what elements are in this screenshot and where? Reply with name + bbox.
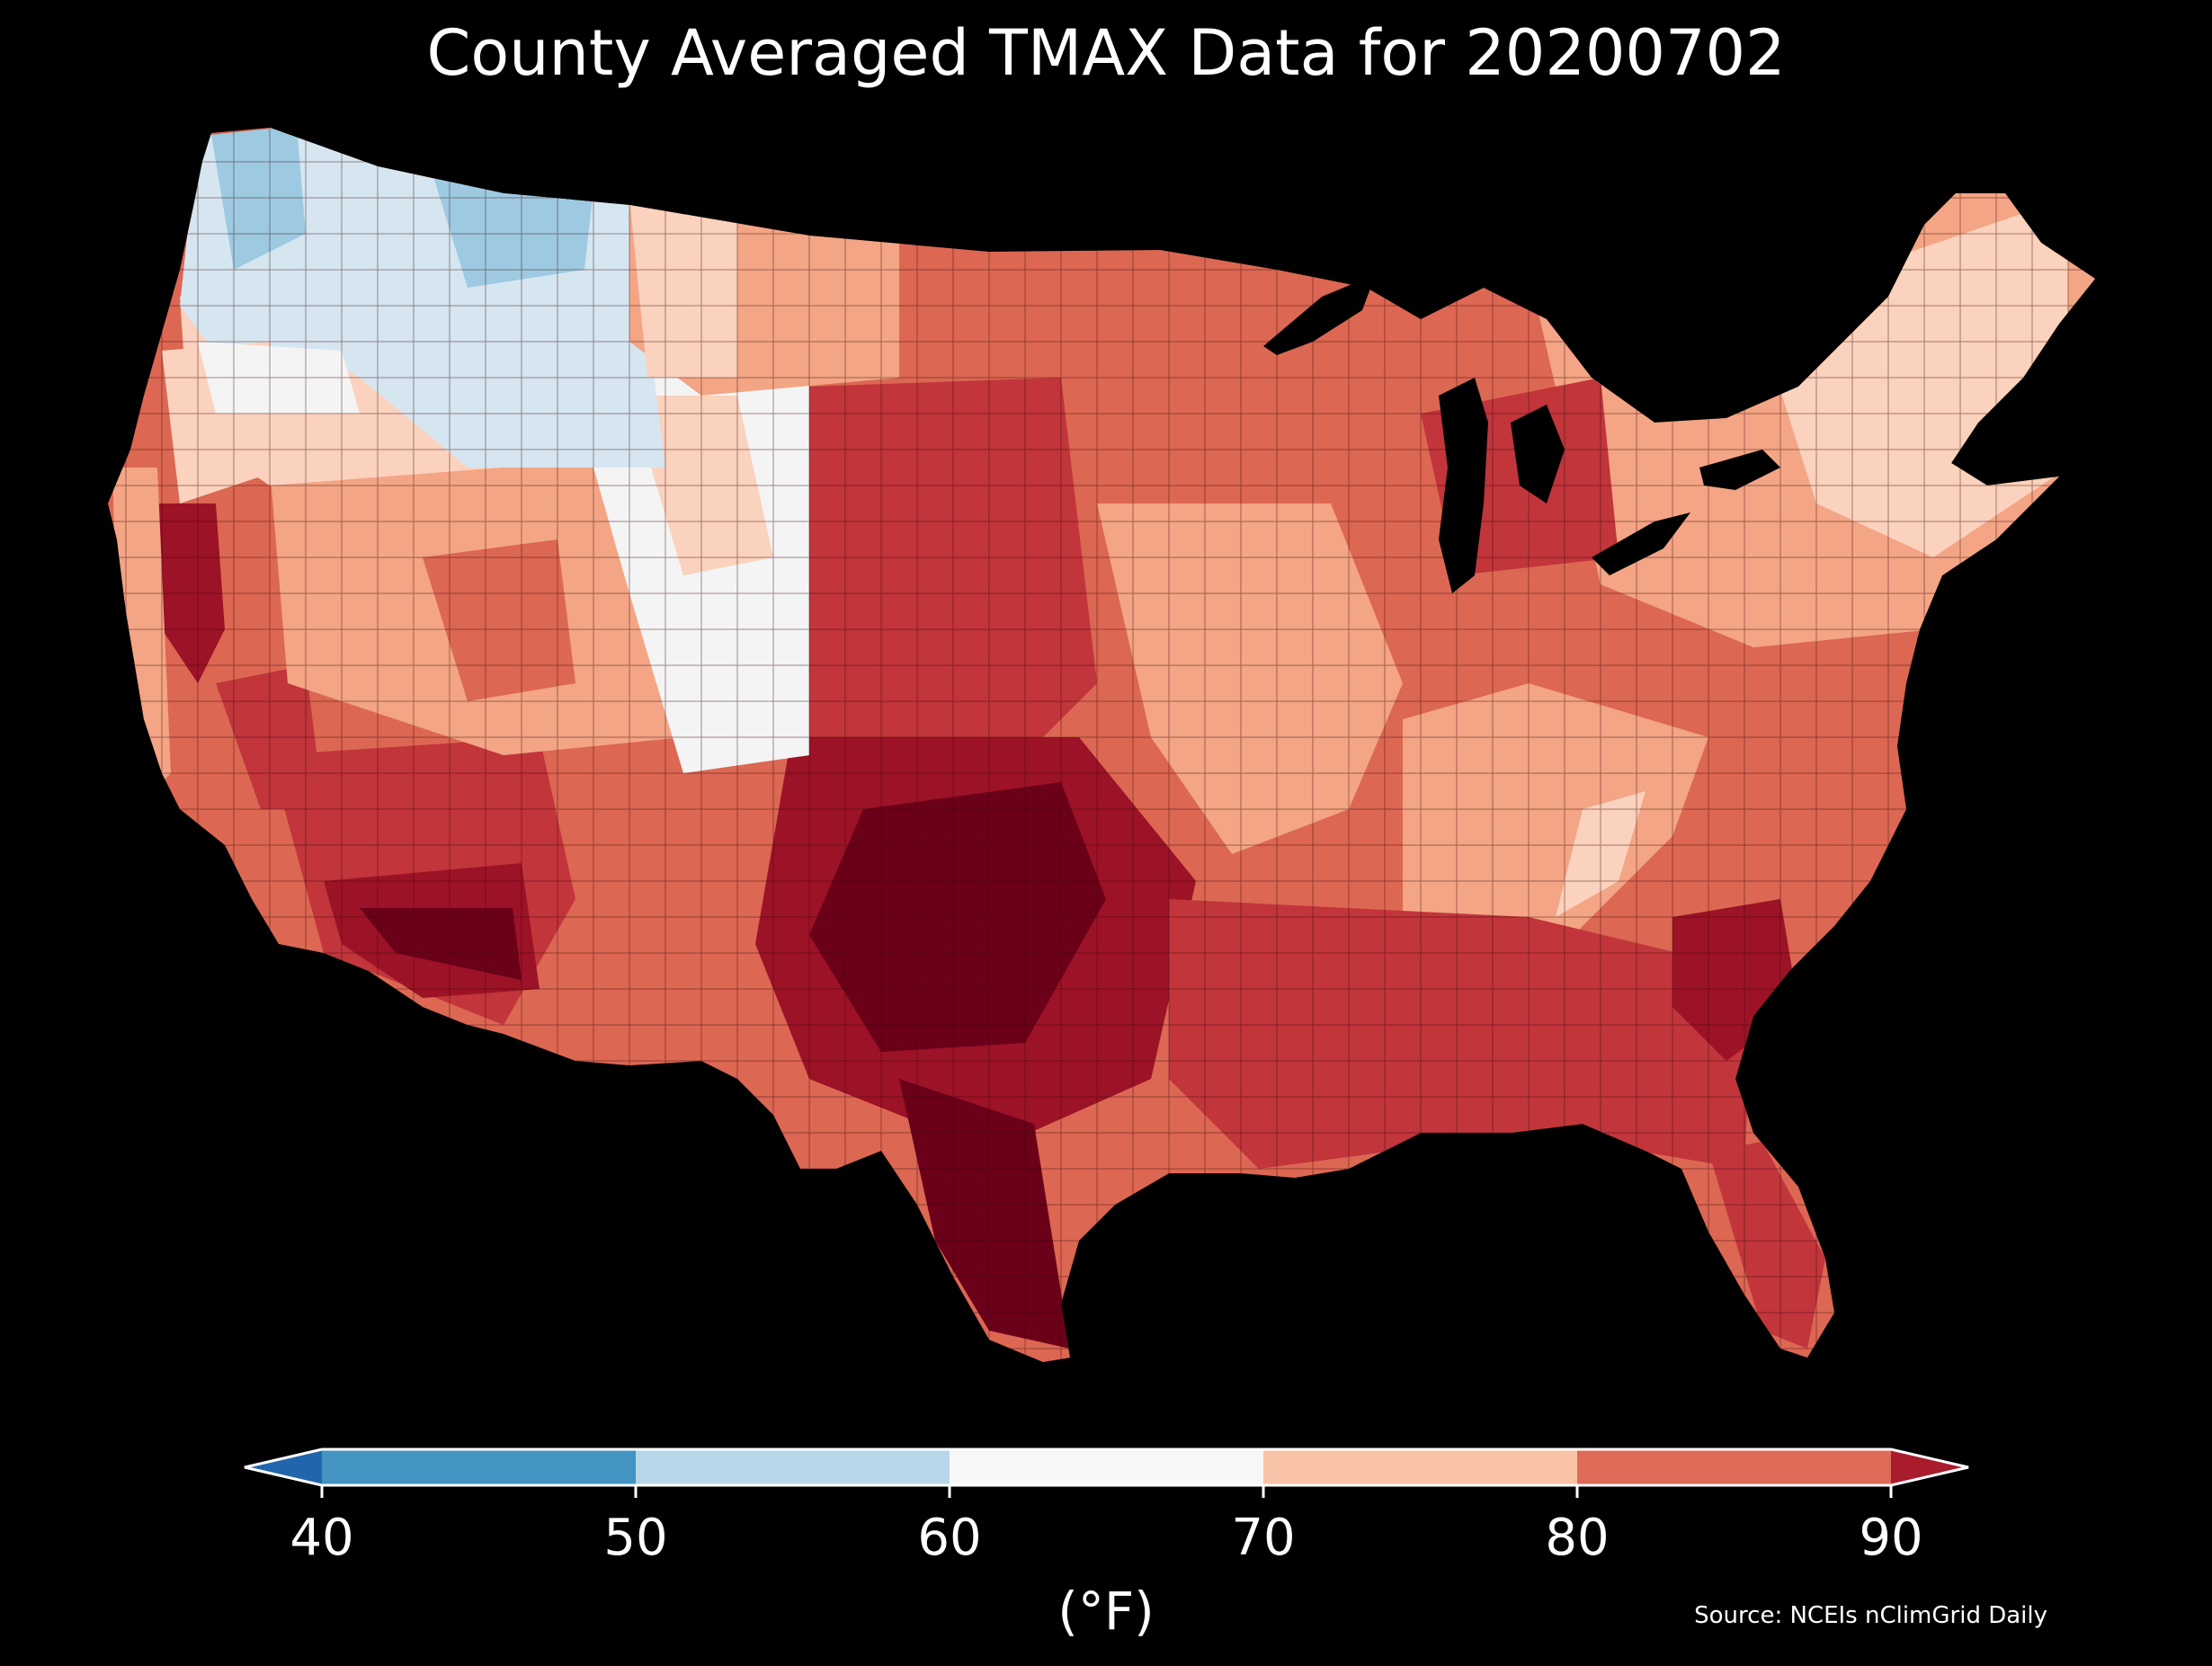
region-wyoming-basin [629,396,773,575]
colorbar-under-triangle [245,1449,322,1485]
colorbar-tick-label: 50 [603,1509,668,1567]
region-oregon-interior [198,342,360,414]
colorbar-bin-40-50 [322,1449,636,1485]
region-desert [360,908,522,980]
region-nevada [423,539,575,701]
colorbar-bin-70-80 [1263,1449,1577,1485]
region-southeast [1169,899,1753,1169]
colorbar-tick-label: 70 [1231,1509,1296,1567]
colorbar-tick-label: 40 [290,1509,354,1567]
map-title: County Averaged TMAX Data for 20200702 [426,16,1786,90]
lake-superior [1263,274,1376,355]
colorbar-bin-50-60 [636,1449,950,1485]
county-boundaries [108,128,2095,1362]
colorbar-tick-label: 90 [1859,1509,1923,1567]
lake-huron [1511,405,1565,503]
source-credit: Source: NCEIs nClimGrid Daily [1694,1602,2047,1629]
region-florida [1708,1142,1825,1349]
lake-erie [1592,512,1690,575]
colorbar-over-triangle [1891,1449,1968,1485]
lake-ontario [1699,450,1780,490]
region-plains [809,378,1097,791]
colorbar-tick-label: 60 [917,1509,982,1567]
region-eastern-montana [629,198,737,378]
region-olympic [211,128,306,270]
colorbar-tick-label: 80 [1545,1509,1610,1567]
region-appalachia [1403,683,1708,971]
great-lakes [1263,274,1780,593]
region-south-texas [899,1079,1070,1349]
region-southern-california [216,665,324,809]
region-texas-core [809,782,1106,1052]
region-midwest [1097,503,1403,854]
colorbar-ticks [320,1485,1893,1498]
colorbar-bin-60-70 [950,1449,1263,1485]
colorbar-unit-label: (°F) [1057,1581,1155,1642]
region-central-valley [144,503,225,683]
region-northern-rockies [432,171,593,288]
lake-michigan [1439,378,1488,593]
region-appalachia-highlands [1556,791,1646,917]
colorbar-bin-80-90 [1577,1449,1891,1485]
